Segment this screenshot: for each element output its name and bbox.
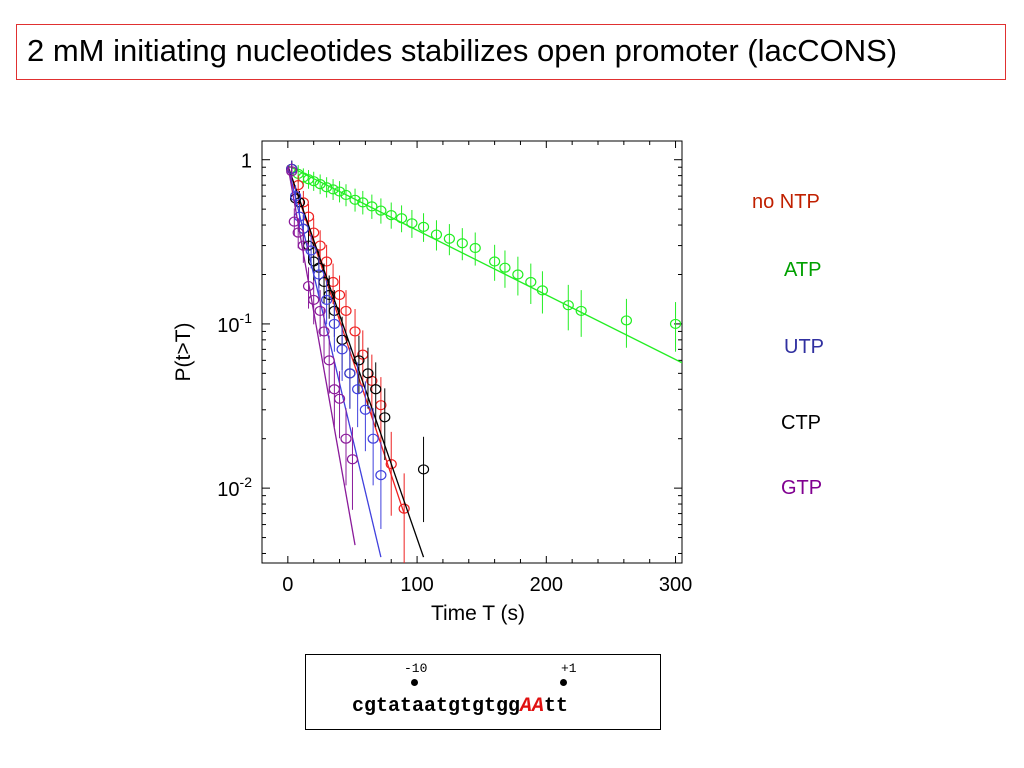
- data-point-atp: [314, 179, 326, 190]
- x-tick-label: 100: [400, 574, 433, 596]
- data-point-atp: [499, 262, 511, 273]
- dna-sequence: cgtataatgtgtggAAtt: [352, 695, 568, 718]
- data-point-gtp: [318, 326, 330, 337]
- data-point-gtp: [297, 240, 309, 251]
- data-point-utp: [352, 384, 364, 395]
- slide-title: 2 mM initiating nucleotides stabilizes o…: [27, 33, 898, 68]
- plus-1-label: +1: [561, 661, 577, 676]
- sequence-prefix: cgtataatgtgtgg: [352, 695, 521, 718]
- legend-ctp: CTP: [781, 412, 821, 435]
- data-point-atp: [620, 315, 633, 326]
- sequence-highlight: AA: [520, 695, 545, 718]
- x-tick-label: 300: [659, 574, 692, 596]
- legend-atp: ATP: [784, 259, 821, 282]
- legend-label-utp: UTP: [784, 336, 824, 358]
- data-point-atp: [417, 221, 430, 232]
- data-point-atp: [327, 184, 339, 195]
- y-tick-label: 1: [241, 151, 252, 173]
- slide-title-box: 2 mM initiating nucleotides stabilizes o…: [16, 24, 1006, 80]
- data-point-ctp: [362, 368, 374, 379]
- fit-line-atp: [287, 165, 682, 364]
- data-point-gtp: [346, 454, 359, 465]
- data-point-utp: [305, 245, 317, 256]
- legend-no-ntp: no NTP: [752, 191, 820, 214]
- minus-10-label: -10: [404, 661, 428, 676]
- data-point-no-ntp: [385, 459, 397, 470]
- legend-label-no-ntp: no NTP: [752, 191, 820, 213]
- data-point-gtp: [340, 433, 352, 444]
- data-point-atp: [489, 256, 501, 267]
- data-point-atp: [430, 229, 443, 240]
- sequence-suffix: tt: [544, 695, 569, 718]
- data-point-atp: [669, 318, 682, 330]
- data-point-atp: [456, 238, 468, 249]
- legend-utp: UTP: [784, 336, 824, 359]
- data-point-atp: [357, 197, 369, 208]
- data-point-atp: [375, 205, 387, 216]
- data-point-atp: [525, 276, 537, 288]
- data-point-gtp: [333, 393, 346, 404]
- data-point-atp: [536, 285, 549, 296]
- data-point-atp: [333, 186, 346, 197]
- data-point-atp: [349, 194, 361, 205]
- data-point-atp: [575, 305, 587, 317]
- data-point-utp: [321, 294, 333, 306]
- promoter-sequence-box: -10 +1 cgtataatgtgtggAAtt: [305, 654, 661, 730]
- legend-label-atp: ATP: [784, 259, 822, 281]
- data-point-atp: [395, 213, 408, 224]
- data-point-utp: [290, 191, 302, 202]
- y-tick-label: 10-2: [217, 474, 252, 501]
- y-axis-label: P(t>T): [172, 323, 195, 382]
- data-point-no-ntp: [292, 180, 304, 191]
- data-point-atp: [366, 201, 378, 212]
- data-point-ctp: [379, 412, 391, 423]
- data-layer: [286, 160, 682, 563]
- fit-line-ctp: [287, 165, 425, 558]
- data-point-no-ntp: [349, 326, 361, 337]
- data-point-utp: [344, 368, 356, 379]
- minus-10-marker: [411, 679, 418, 686]
- data-point-gtp: [314, 305, 326, 317]
- data-point-ctp: [417, 464, 430, 475]
- data-point-ctp: [370, 384, 382, 395]
- data-point-utp: [313, 269, 325, 280]
- data-point-utp: [367, 433, 379, 444]
- plot-frame: [261, 140, 683, 564]
- data-point-utp: [359, 404, 371, 415]
- data-point-atp: [406, 218, 418, 229]
- x-axis-label: Time T (s): [431, 602, 525, 625]
- data-point-no-ntp: [340, 305, 352, 317]
- y-tick-label: 10-1: [217, 310, 252, 337]
- data-point-atp: [308, 176, 320, 187]
- x-tick-label: 200: [530, 574, 563, 596]
- data-point-atp: [469, 242, 481, 254]
- data-point-gtp: [308, 294, 320, 306]
- data-point-atp: [443, 233, 455, 244]
- legend-label-gtp: GTP: [781, 477, 823, 499]
- fit-line-gtp: [287, 165, 356, 546]
- data-point-gtp: [286, 166, 298, 177]
- data-point-utp: [336, 344, 348, 355]
- data-point-no-ntp: [398, 503, 410, 514]
- data-point-atp: [321, 182, 333, 193]
- data-point-atp: [512, 269, 524, 280]
- x-tick-label: 0: [282, 574, 293, 596]
- plus-1-marker: [560, 679, 567, 686]
- data-point-ctp: [353, 355, 365, 366]
- data-point-utp: [328, 318, 340, 330]
- data-point-atp: [562, 300, 574, 311]
- legend-label-ctp: CTP: [781, 412, 821, 434]
- data-point-gtp: [288, 216, 300, 227]
- data-point-atp: [385, 209, 397, 221]
- data-point-utp: [375, 470, 387, 481]
- legend-gtp: GTP: [781, 477, 822, 500]
- data-point-atp: [340, 189, 352, 201]
- data-point-gtp: [323, 355, 335, 366]
